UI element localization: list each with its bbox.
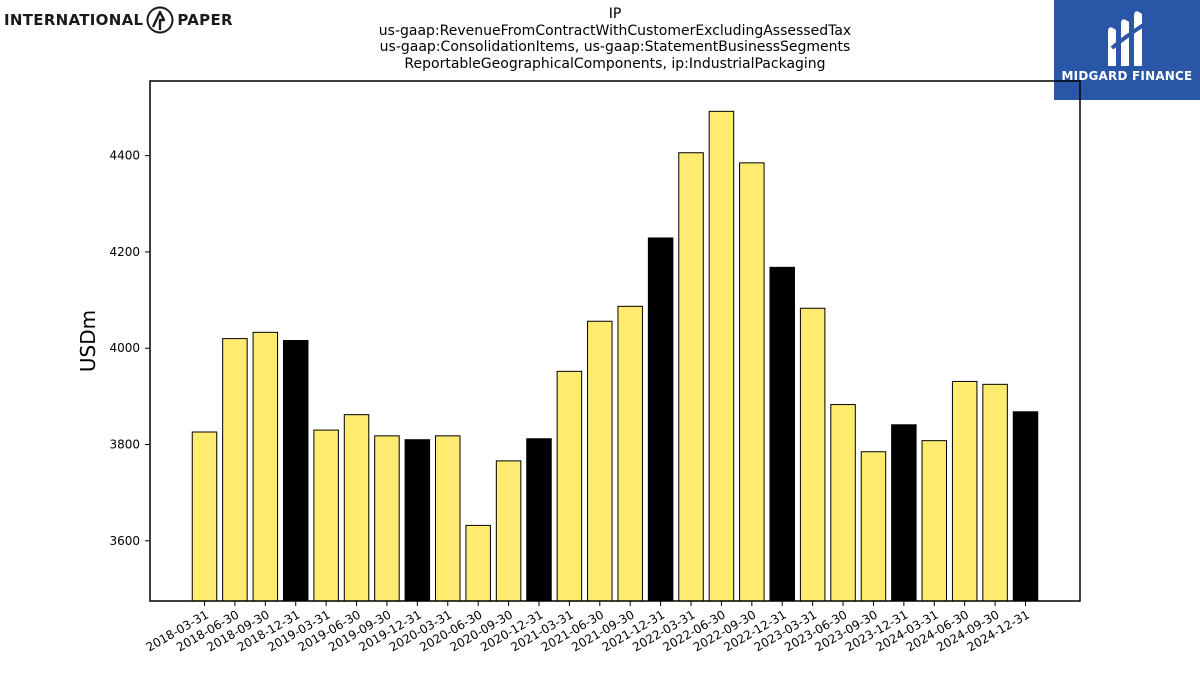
y-tick-label: 4400 [109, 149, 140, 163]
company-logo-text-right: PAPER [177, 11, 233, 29]
bar-series [191, 110, 1039, 602]
chart-title-line: ReportableGeographicalComponents, ip:Ind… [404, 55, 826, 72]
brand-name: MIDGARD FINANCE [1061, 69, 1193, 83]
bar-2023-12-31 [891, 424, 917, 602]
bar-2020-09-30 [495, 460, 522, 602]
bar-2021-06-30 [587, 320, 613, 602]
bar-2019-12-31 [404, 439, 431, 602]
bar-2024-12-31 [1012, 411, 1039, 602]
y-tick-label: 3800 [109, 438, 140, 452]
y-tick-label: 4000 [109, 341, 140, 355]
bar-2019-06-30 [343, 414, 370, 602]
bar-2019-03-31 [313, 429, 339, 602]
bar-2022-09-30 [739, 162, 765, 602]
y-axis: 3600 3800 4000 4200 4400 [109, 149, 150, 548]
bar-2021-12-31 [647, 237, 674, 602]
bar-2018-06-30 [222, 338, 248, 602]
bar-2022-03-31 [678, 152, 704, 602]
brand-logo: MIDGARD FINANCE [1054, 0, 1200, 100]
chart-title-line: IP [608, 6, 622, 22]
bar-2023-09-30 [860, 451, 887, 602]
bar-2021-03-31 [556, 370, 583, 602]
bar-2020-03-31 [435, 435, 461, 602]
bar-2018-12-31 [282, 340, 309, 602]
chart-title-line: us-gaap:ConsolidationItems, us-gaap:Stat… [379, 39, 851, 55]
bar-2024-06-30 [951, 380, 978, 602]
bar-2021-09-30 [617, 305, 643, 602]
brand-logo-icon [1108, 11, 1150, 66]
bar-2019-09-30 [374, 435, 400, 602]
bar-2018-03-31 [191, 431, 218, 602]
company-logo-icon [146, 6, 174, 34]
bar-2020-06-30 [465, 524, 491, 602]
x-axis: 2018-03-312018-06-302018-09-302018-12-31… [144, 601, 1032, 654]
bar-2023-03-31 [799, 307, 826, 602]
chart-title: IP us-gaap:RevenueFromContractWithCustom… [300, 6, 930, 72]
bar-2024-03-31 [921, 440, 948, 602]
bar-2018-09-30 [252, 331, 279, 602]
y-tick-label: 3600 [109, 534, 140, 548]
y-axis-label: USDm [76, 310, 100, 372]
bar-2023-06-30 [830, 404, 856, 602]
bar-2024-09-30 [982, 383, 1008, 602]
plot-frame [149, 80, 1081, 602]
bar-2022-12-31 [769, 266, 795, 602]
chart-title-line: us-gaap:RevenueFromContractWithCustomerE… [378, 22, 852, 39]
company-logo: INTERNATIONAL PAPER [4, 4, 233, 36]
bar-2020-12-31 [526, 438, 552, 602]
company-logo-text-left: INTERNATIONAL [4, 11, 144, 29]
y-tick-label: 4200 [109, 245, 140, 259]
bar-2022-06-30 [708, 110, 735, 602]
